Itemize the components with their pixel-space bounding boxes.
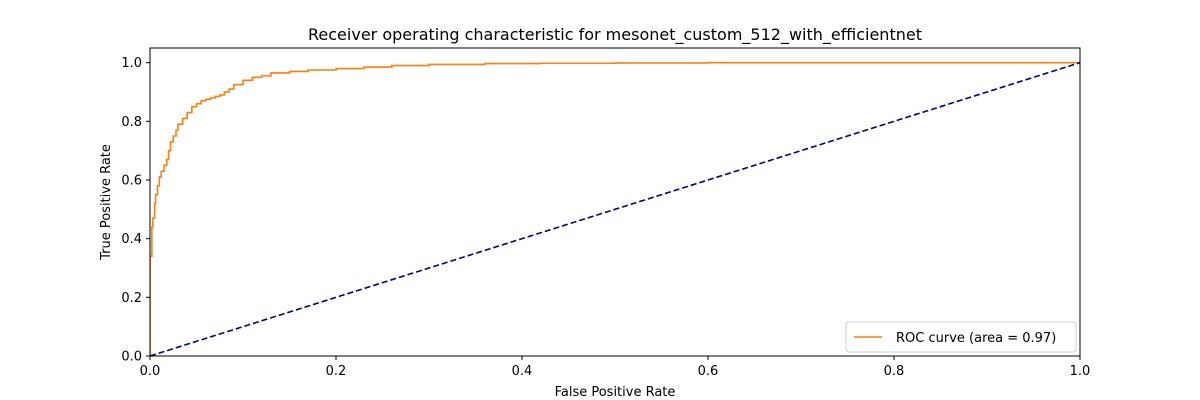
chance-diagonal-line: [150, 61, 1080, 356]
legend: ROC curve (area = 0.97): [845, 321, 1077, 353]
x-tick-label: 0.2: [326, 364, 347, 379]
x-tick-label: 1.0: [1070, 364, 1091, 379]
plot-frame: [149, 47, 1081, 357]
x-tick-label: 0.8: [884, 364, 905, 379]
y-axis-label: True Positive Rate: [99, 144, 114, 261]
y-tick-label: 0.0: [121, 350, 142, 365]
y-tick-label: 0.4: [121, 232, 142, 247]
x-tick-label: 0.4: [512, 364, 533, 379]
y-tick-label: 0.2: [121, 291, 142, 306]
y-tick-label: 0.6: [121, 174, 142, 189]
legend-label-roc-curve: ROC curve (area = 0.97): [896, 331, 1056, 346]
chart-title: Receiver operating characteristic for me…: [308, 25, 922, 45]
legend-box: [845, 321, 1077, 353]
x-axis-label: False Positive Rate: [555, 385, 676, 400]
roc-curve-line: [150, 61, 1080, 356]
y-tick-label: 0.8: [121, 115, 142, 130]
plot-area: [149, 47, 1081, 357]
x-axis: 0.0 0.2 0.4 0.6 0.8 1.0: [140, 356, 1091, 379]
y-tick-label: 1.0: [121, 56, 142, 71]
x-tick-label: 0.0: [140, 364, 161, 379]
y-axis: 0.0 0.2 0.4 0.6 0.8 1.0: [121, 56, 150, 365]
x-tick-label: 0.6: [698, 364, 719, 379]
